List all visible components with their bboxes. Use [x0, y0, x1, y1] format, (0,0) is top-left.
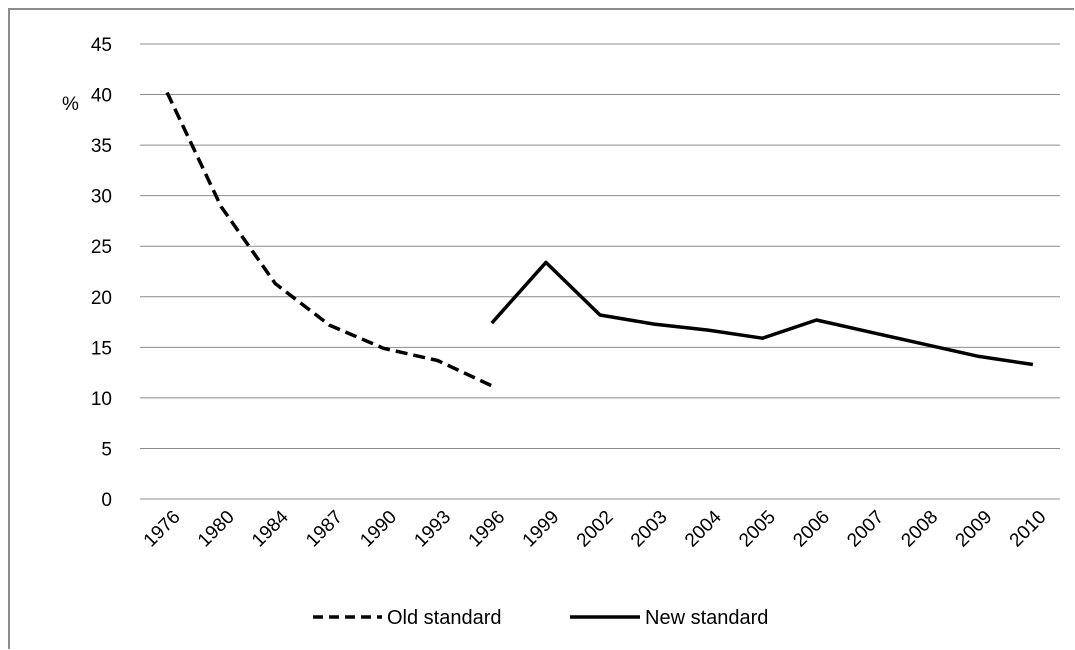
y-tick-label: 10 [91, 389, 112, 410]
x-tick-label: 2004 [681, 506, 726, 551]
y-tick-label: 30 [91, 187, 112, 208]
y-axis-label: % [62, 94, 79, 115]
x-tick-label: 2002 [573, 507, 618, 552]
x-tick-label: 2007 [843, 507, 888, 552]
x-tick-label: 1987 [302, 507, 347, 552]
y-tick-label: 40 [91, 86, 112, 107]
y-tick-label: 25 [91, 237, 112, 258]
y-tick-label: 35 [91, 136, 112, 157]
x-tick-label: 1976 [140, 507, 185, 552]
y-tick-label: 0 [101, 490, 112, 511]
x-tick-label: 1990 [356, 507, 401, 552]
legend-label-old-standard: Old standard [387, 607, 502, 629]
x-tick-label: 2005 [735, 507, 780, 552]
y-tick-label: 15 [91, 338, 112, 359]
y-tick-label: 45 [91, 35, 112, 56]
x-tick-label: 2006 [789, 507, 834, 552]
x-tick-label: 1993 [410, 507, 455, 552]
x-tick-label: 2010 [1006, 507, 1051, 552]
series-line-old-standard [167, 93, 492, 386]
x-tick-label: 1984 [248, 506, 293, 551]
y-tick-label: 20 [91, 288, 112, 309]
x-tick-label: 2003 [627, 507, 672, 552]
x-tick-label: 2009 [952, 507, 997, 552]
x-tick-label: 1996 [465, 507, 510, 552]
legend-label-new-standard: New standard [645, 607, 768, 629]
x-tick-label: 1999 [519, 507, 564, 552]
x-tick-label: 1980 [194, 507, 239, 552]
y-tick-label: 5 [101, 439, 112, 460]
x-tick-label: 2008 [897, 507, 942, 552]
series-line-new-standard [492, 262, 1033, 364]
